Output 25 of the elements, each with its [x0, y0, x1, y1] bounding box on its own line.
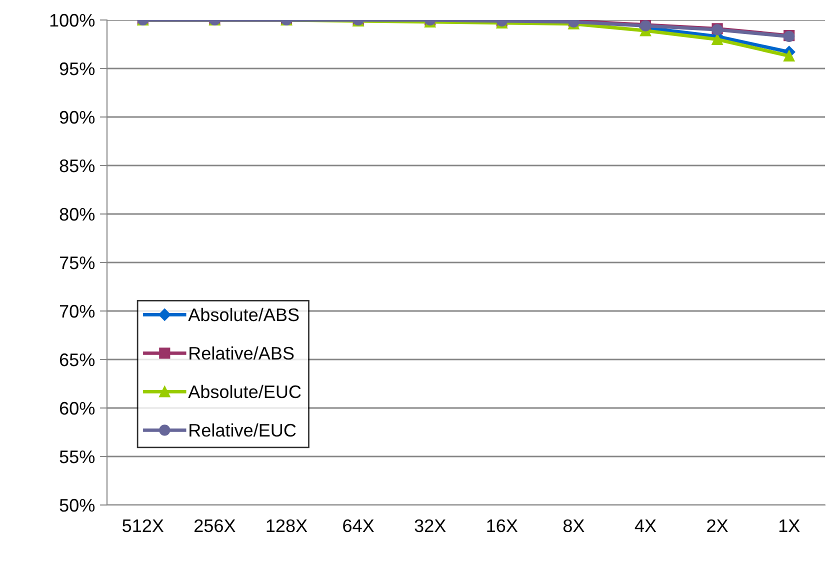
- y-tick-label: 65%: [60, 353, 95, 366]
- legend-label: Absolute/EUC: [188, 384, 301, 398]
- y-tick-label: 100%: [50, 14, 95, 27]
- x-tick-label: 512X: [122, 519, 164, 532]
- x-tick-label: 2X: [707, 519, 728, 532]
- y-tick-label: 55%: [60, 450, 95, 464]
- x-tick-label: 256X: [194, 519, 236, 532]
- legend-label: Absolute/ABS: [188, 308, 299, 322]
- x-tick-label: 8X: [563, 519, 584, 532]
- y-tick-label: 95%: [60, 62, 95, 76]
- x-tick-label: 4X: [634, 520, 656, 532]
- y-tick-label: 50%: [60, 498, 95, 512]
- y-tick-label: 75%: [60, 256, 95, 270]
- legend-label: Relative/ABS: [190, 346, 294, 360]
- legend-label: Relative/EUC: [190, 423, 296, 437]
- x-tick-label: 1X: [779, 520, 800, 532]
- x-tick-label: 64X: [343, 519, 374, 532]
- y-tick-label: 70%: [60, 304, 95, 318]
- x-tick-label: 128X: [266, 519, 308, 532]
- y-tick-label: 90%: [60, 110, 95, 124]
- x-tick-label: 32X: [414, 519, 446, 532]
- y-tick-label: 85%: [60, 159, 95, 172]
- y-tick-label: 60%: [60, 402, 95, 415]
- y-tick-label: 80%: [60, 208, 95, 221]
- x-tick-label: 16X: [487, 519, 518, 532]
